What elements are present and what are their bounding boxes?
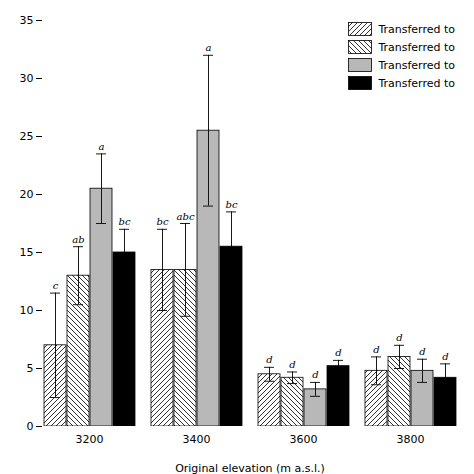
svg-text:15: 15 bbox=[20, 246, 34, 259]
html-text:Transferred to: Transferred to bbox=[378, 76, 455, 90]
svg-text:d: d bbox=[442, 351, 448, 362]
svg-text:d: d bbox=[419, 346, 425, 357]
html-text:Transferred to: Transferred to bbox=[378, 22, 455, 36]
svg-text:bc: bc bbox=[118, 216, 130, 227]
svg-text:bc: bc bbox=[225, 199, 237, 210]
svg-text:25: 25 bbox=[20, 130, 34, 143]
svg-text:ab: ab bbox=[72, 234, 84, 245]
svg-text:d: d bbox=[335, 347, 341, 358]
svg-text:Original elevation (m a.s.l.): Original elevation (m a.s.l.) bbox=[175, 462, 325, 474]
svg-text:d: d bbox=[312, 369, 318, 380]
html-text:Transferred to: Transferred to bbox=[378, 40, 455, 54]
svg-text:a: a bbox=[206, 42, 212, 53]
svg-text:30: 30 bbox=[20, 72, 34, 85]
svg-text:a: a bbox=[99, 141, 105, 152]
svg-text:3400: 3400 bbox=[183, 433, 211, 446]
html-text:Transferred to: Transferred to bbox=[378, 58, 455, 72]
svg-text:20: 20 bbox=[20, 188, 34, 201]
svg-text:bc: bc bbox=[156, 216, 168, 227]
svg-text:d: d bbox=[396, 332, 402, 343]
svg-text:0: 0 bbox=[27, 420, 34, 433]
svg-text:3600: 3600 bbox=[290, 433, 318, 446]
svg-text:3200: 3200 bbox=[76, 433, 104, 446]
svg-text:d: d bbox=[373, 344, 379, 355]
svg-text:abc: abc bbox=[177, 211, 195, 222]
svg-text:d: d bbox=[266, 354, 272, 365]
svg-text:3800: 3800 bbox=[397, 433, 425, 446]
svg-text:5: 5 bbox=[27, 362, 34, 375]
svg-text:35: 35 bbox=[20, 14, 34, 27]
svg-text:c: c bbox=[53, 280, 59, 291]
svg-text:10: 10 bbox=[20, 304, 34, 317]
svg-text:d: d bbox=[289, 359, 295, 370]
